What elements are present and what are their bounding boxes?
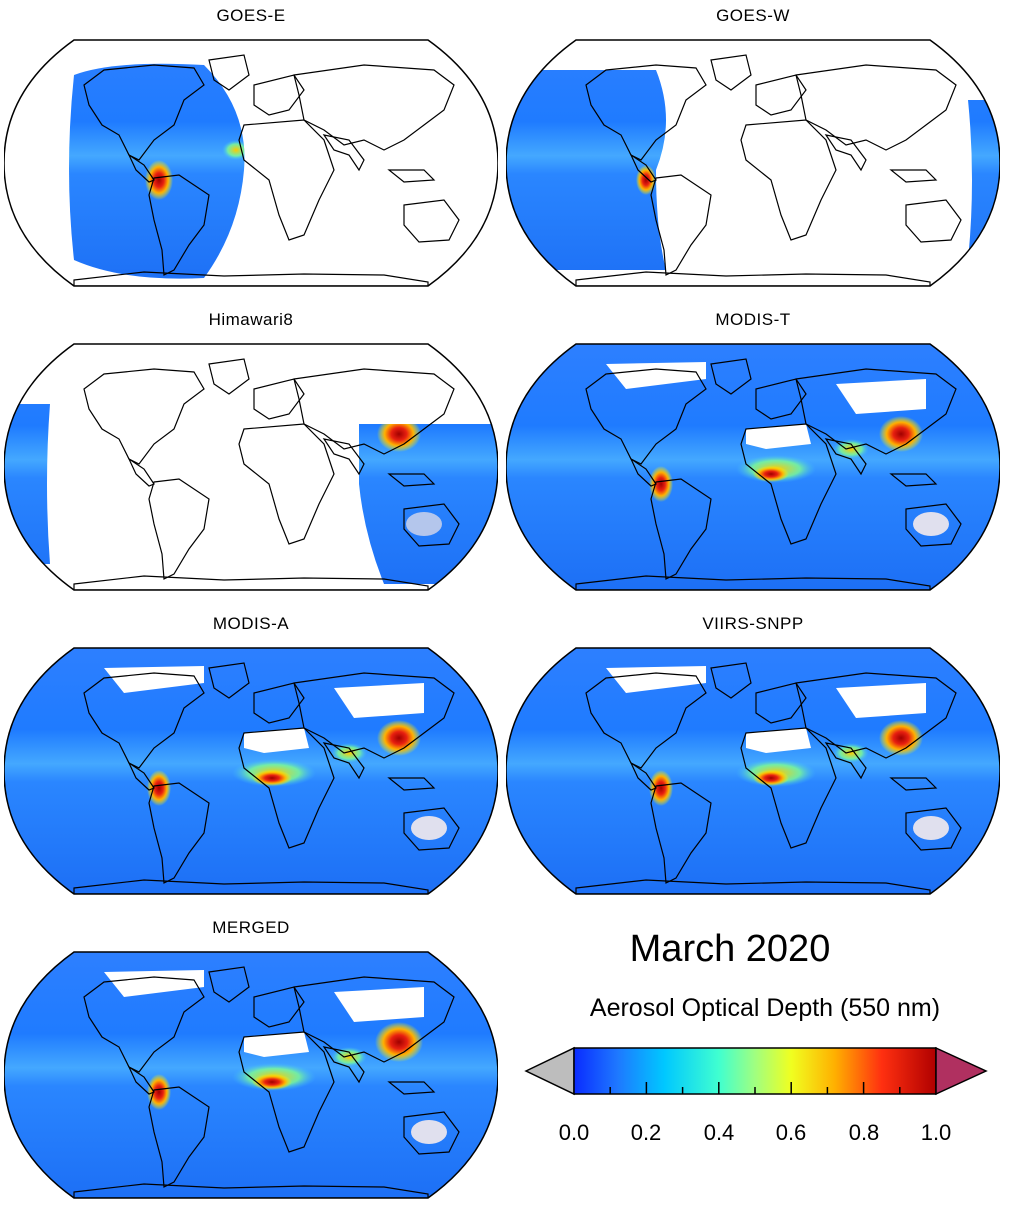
map-panel-goes-w: GOES-W bbox=[506, 6, 1000, 296]
colorbar bbox=[524, 1046, 988, 1096]
map-himawari8 bbox=[4, 343, 498, 591]
colorbar-tick-label: 1.0 bbox=[920, 1120, 952, 1145]
map-panel-viirs-snpp: VIIRS-SNPP bbox=[506, 614, 1000, 904]
map-panel-merged: MERGED bbox=[4, 918, 498, 1208]
colorbar-tick-label: 0.0 bbox=[558, 1120, 590, 1145]
map-panel-modis-t: MODIS-T bbox=[506, 310, 1000, 600]
map-modis-t bbox=[506, 343, 1000, 591]
panel-title: GOES-W bbox=[716, 6, 790, 25]
colorbar-tick-label: 0.6 bbox=[775, 1120, 807, 1145]
colorbar-under-triangle bbox=[524, 1046, 575, 1096]
panel-title: VIIRS-SNPP bbox=[702, 614, 804, 633]
map-modis-a bbox=[4, 647, 498, 895]
panel-title: MERGED bbox=[212, 918, 290, 937]
map-goes-e bbox=[4, 39, 498, 287]
map-goes-w bbox=[506, 39, 1000, 287]
map-merged bbox=[4, 951, 498, 1199]
panel-title: MODIS-A bbox=[212, 614, 290, 633]
map-viirs-snpp bbox=[506, 647, 1000, 895]
period-title: March 2020 bbox=[629, 928, 831, 970]
panel-title: Himawari8 bbox=[208, 310, 294, 329]
colorbar-tick-label: 0.4 bbox=[703, 1120, 735, 1145]
colorbar-over-triangle bbox=[935, 1046, 988, 1096]
panel-title: MODIS-T bbox=[715, 310, 791, 329]
map-panel-himawari8: Himawari8 bbox=[4, 310, 498, 600]
colorbar-tick-label: 0.8 bbox=[848, 1120, 880, 1145]
map-panel-goes-e: GOES-E bbox=[4, 6, 498, 296]
colorbar-tick-label: 0.2 bbox=[630, 1120, 662, 1145]
colorbar-label: Aerosol Optical Depth (550 nm) bbox=[589, 994, 941, 1022]
map-panel-modis-a: MODIS-A bbox=[4, 614, 498, 904]
panel-title: GOES-E bbox=[216, 6, 286, 25]
